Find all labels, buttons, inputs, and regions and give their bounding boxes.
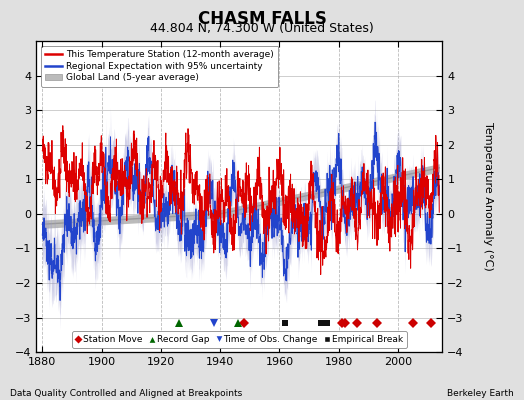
Text: CHASM FALLS: CHASM FALLS	[198, 10, 326, 28]
Text: 44.804 N, 74.300 W (United States): 44.804 N, 74.300 W (United States)	[150, 22, 374, 35]
Text: Berkeley Earth: Berkeley Earth	[447, 389, 514, 398]
Legend: Station Move, Record Gap, Time of Obs. Change, Empirical Break: Station Move, Record Gap, Time of Obs. C…	[72, 332, 407, 348]
Text: Data Quality Controlled and Aligned at Breakpoints: Data Quality Controlled and Aligned at B…	[10, 389, 243, 398]
Y-axis label: Temperature Anomaly (°C): Temperature Anomaly (°C)	[483, 122, 493, 271]
